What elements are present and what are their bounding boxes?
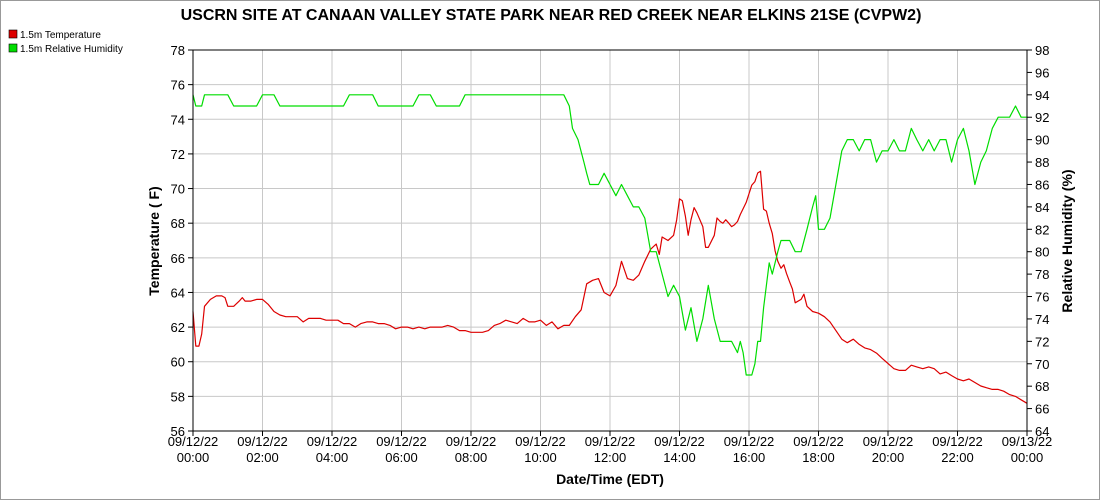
grid	[192, 49, 1028, 432]
legend-label-humidity: 1.5m Relative Humidity	[20, 44, 123, 55]
x-tick-label-time: 08:00	[455, 450, 488, 465]
series-line-humidity	[192, 94, 1027, 376]
y-right-tick-label: 78	[1035, 267, 1049, 282]
series-line-temperature	[192, 170, 1028, 404]
x-tick-label-date: 09/12/22	[237, 434, 288, 449]
series-layer	[192, 94, 1028, 404]
y-left-tick-label: 56	[171, 424, 185, 439]
y-left-tick-label: 64	[171, 285, 185, 300]
x-tick-label-date: 09/12/22	[724, 434, 775, 449]
y-left-tick-label: 70	[171, 182, 185, 197]
x-tick-label-date: 09/12/22	[376, 434, 427, 449]
y-right-tick-label: 70	[1035, 357, 1049, 372]
x-tick-label-date: 09/12/22	[793, 434, 844, 449]
x-tick-label-time: 18:00	[802, 450, 835, 465]
y-right-tick-label: 94	[1035, 88, 1049, 103]
x-tick-label-date: 09/12/22	[168, 434, 219, 449]
x-tick-label-time: 20:00	[872, 450, 905, 465]
y-left-tick-label: 72	[171, 147, 185, 162]
y-right-tick-label: 98	[1035, 43, 1049, 58]
y-axis-right-title: Relative Humidity (%)	[1059, 169, 1075, 312]
x-tick-label-date: 09/12/22	[515, 434, 566, 449]
y-right-tick-label: 66	[1035, 402, 1049, 417]
y-right-tick-label: 88	[1035, 155, 1049, 170]
y-right-tick-label: 92	[1035, 110, 1049, 125]
y-axis-left-title: Temperature ( F)	[146, 186, 162, 295]
y-left-tick-label: 66	[171, 251, 185, 266]
x-tick-label-time: 14:00	[663, 450, 696, 465]
x-tick-label-time: 04:00	[316, 450, 349, 465]
x-tick-label-date: 09/13/22	[1002, 434, 1053, 449]
y-right-tick-label: 80	[1035, 245, 1049, 260]
x-tick-label-date: 09/12/22	[307, 434, 358, 449]
chart-title: USCRN SITE AT CANAAN VALLEY STATE PARK N…	[181, 7, 922, 24]
x-tick-label-date: 09/12/22	[446, 434, 497, 449]
y-right-tick-label: 96	[1035, 65, 1049, 80]
y-left-tick-label: 76	[171, 78, 185, 93]
x-tick-label-date: 09/12/22	[654, 434, 705, 449]
x-tick-label-time: 06:00	[385, 450, 418, 465]
legend: 1.5m Temperature 1.5m Relative Humidity	[8, 29, 123, 55]
y-right-tick-label: 68	[1035, 379, 1049, 394]
x-axis: 09/12/2200:0009/12/2202:0009/12/2204:000…	[168, 431, 1053, 465]
y-left-tick-label: 68	[171, 216, 185, 231]
y-right-tick-label: 76	[1035, 290, 1049, 305]
y-right-tick-label: 86	[1035, 177, 1049, 192]
y-left-tick-label: 60	[171, 355, 185, 370]
y-right-tick-label: 84	[1035, 200, 1049, 215]
y-right-tick-label: 72	[1035, 334, 1049, 349]
x-tick-label-time: 10:00	[524, 450, 557, 465]
x-tick-label-time: 00:00	[177, 450, 210, 465]
y-right-tick-label: 64	[1035, 424, 1049, 439]
x-axis-title: Date/Time (EDT)	[556, 471, 664, 487]
y-left-tick-label: 58	[171, 389, 185, 404]
x-tick-label-date: 09/12/22	[932, 434, 983, 449]
legend-swatch-humidity	[8, 43, 18, 53]
y-left-tick-label: 74	[171, 112, 185, 127]
x-tick-label-date: 09/12/22	[585, 434, 636, 449]
y-left-tick-label: 78	[171, 43, 185, 58]
y-axis-right: 64 66 68 70 72 74 76 78 80 82 84 86 88 90 92 94 96 98	[1027, 43, 1049, 439]
y-axis-left: 56 58 60 62 64 66 68 70 72 74 76 78	[171, 43, 193, 439]
x-tick-label-time: 12:00	[594, 450, 627, 465]
x-tick-label-date: 09/12/22	[863, 434, 914, 449]
y-left-tick-label: 62	[171, 320, 185, 335]
x-tick-label-time: 02:00	[246, 450, 279, 465]
x-tick-label-time: 22:00	[941, 450, 974, 465]
x-tick-label-time: 16:00	[733, 450, 766, 465]
legend-swatch-temperature	[8, 29, 18, 39]
y-right-tick-label: 82	[1035, 222, 1049, 237]
legend-label-temperature: 1.5m Temperature	[20, 30, 101, 41]
x-tick-label-time: 00:00	[1011, 450, 1044, 465]
y-right-tick-label: 90	[1035, 133, 1049, 148]
y-right-tick-label: 74	[1035, 312, 1049, 327]
